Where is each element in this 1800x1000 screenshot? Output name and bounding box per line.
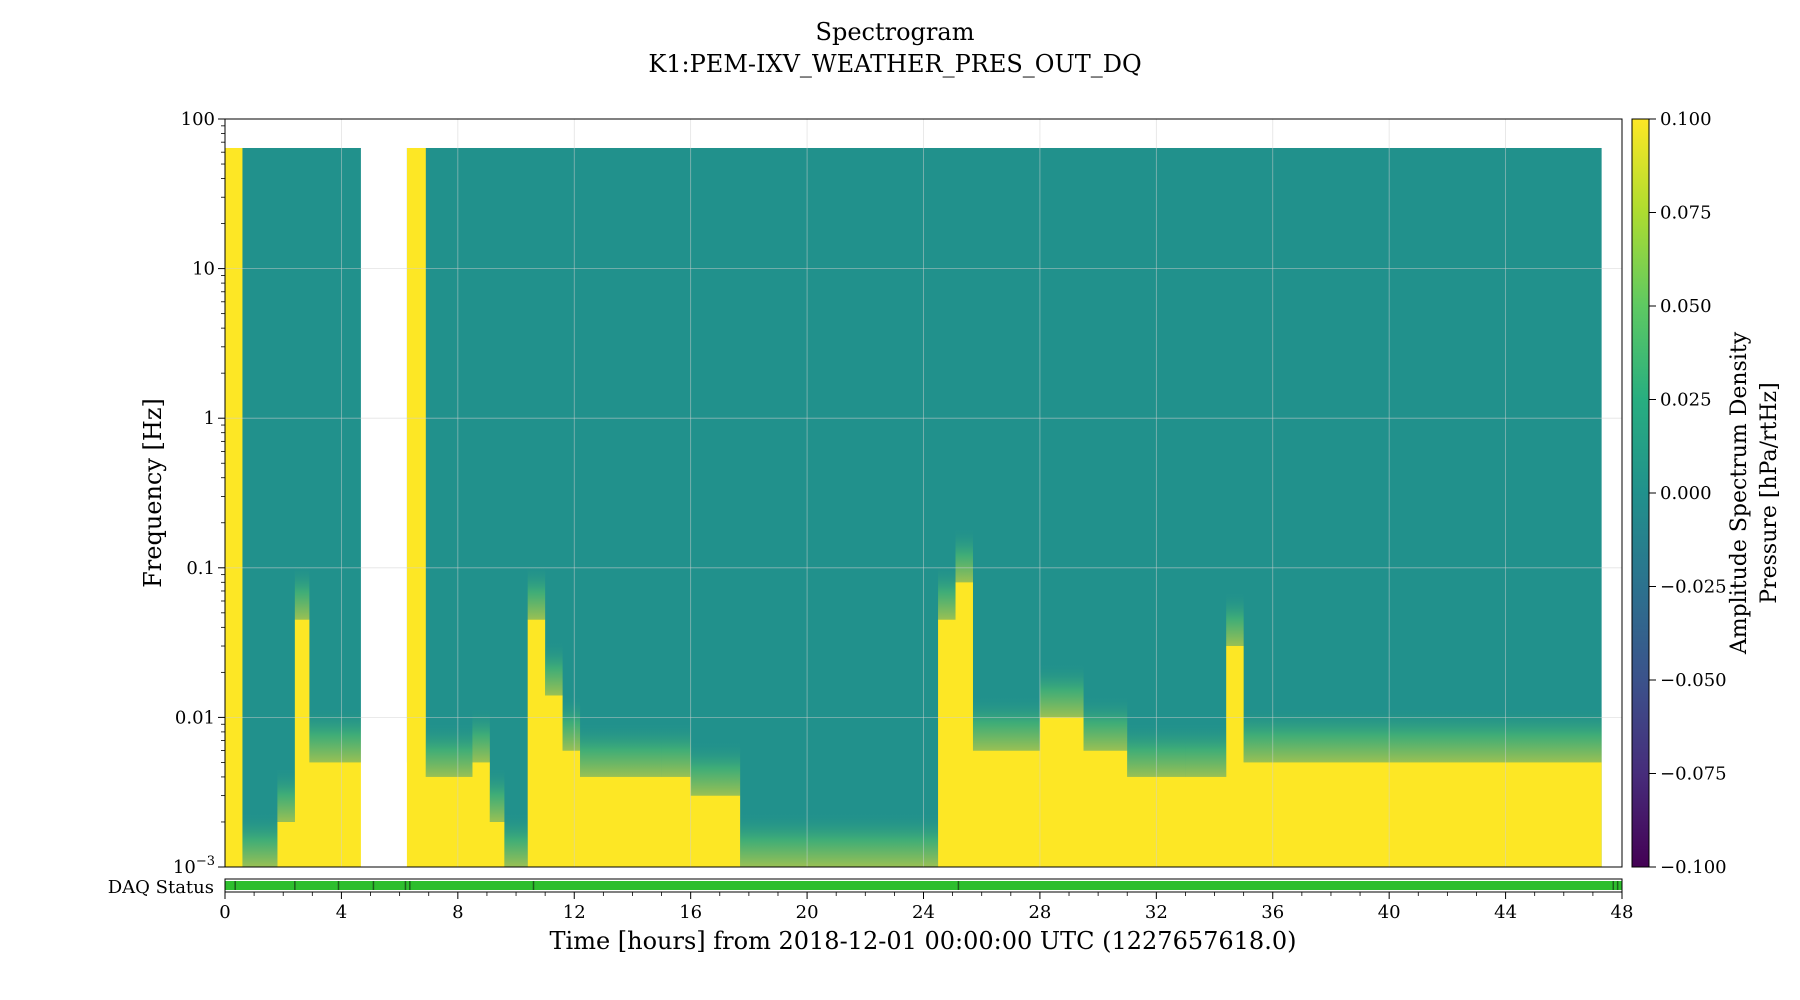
colorbar-label-line2: Pressure [hPa/rtHz] bbox=[1757, 382, 1782, 603]
y-tick-label: 1 bbox=[204, 408, 215, 429]
heatmap-transition-band bbox=[690, 740, 741, 796]
heatmap-transition-band bbox=[1039, 662, 1084, 718]
chart-title: Spectrogram bbox=[816, 18, 975, 46]
heatmap-transition-band bbox=[294, 564, 310, 620]
daq-status-bar bbox=[225, 881, 1622, 890]
x-tick-label: 4 bbox=[336, 902, 347, 923]
x-tick-label: 8 bbox=[452, 902, 463, 923]
x-tick-label: 28 bbox=[1028, 902, 1051, 923]
colorbar-tick-label: 0.025 bbox=[1660, 390, 1712, 411]
colorbar-tick-label: 0.075 bbox=[1660, 203, 1712, 224]
heatmap-transition-band bbox=[309, 707, 361, 763]
y-tick-label: 0.01 bbox=[175, 707, 215, 728]
heatmap-transition-band bbox=[545, 640, 563, 696]
x-tick-label: 16 bbox=[679, 902, 702, 923]
colorbar-ticks: −0.100 −0.075 −0.050 −0.025 0.000 0.025 0.050 0… bbox=[1649, 109, 1727, 878]
x-tick-label: 0 bbox=[219, 902, 230, 923]
heatmap-transition-band bbox=[1226, 591, 1244, 647]
y-tick-label: 0.1 bbox=[186, 558, 215, 579]
y-tick-label: 100 bbox=[181, 109, 215, 130]
x-tick-label: 44 bbox=[1494, 902, 1517, 923]
heatmap-transition-band bbox=[504, 812, 528, 867]
x-axis-label: Time [hours] from 2018-12-01 00:00:00 UT… bbox=[550, 927, 1297, 955]
heatmap-transition-band bbox=[242, 812, 278, 867]
colorbar-tick-label: −0.075 bbox=[1660, 764, 1727, 785]
colorbar bbox=[1631, 118, 1650, 868]
x-tick-label: 40 bbox=[1378, 902, 1401, 923]
heatmap-transition-band bbox=[489, 766, 505, 822]
heatmap-transition-band bbox=[955, 527, 973, 583]
y-axis-label: Frequency [Hz] bbox=[139, 398, 167, 588]
daq-status-fill bbox=[225, 881, 1622, 890]
daq-status-label: DAQ Status bbox=[108, 877, 214, 898]
heatmap-transition-band bbox=[972, 695, 1040, 751]
x-tick-label: 32 bbox=[1145, 902, 1168, 923]
y-tick-label: 10 bbox=[192, 259, 215, 280]
heatmap-transition-band bbox=[472, 707, 490, 763]
heatmap-transition-band bbox=[1185, 721, 1227, 777]
spectrogram-heatmap bbox=[225, 120, 1602, 867]
x-tick-label: 24 bbox=[912, 902, 935, 923]
plot-frame bbox=[224, 118, 1623, 868]
heatmap-transition-band bbox=[527, 564, 546, 620]
colorbar-tick-label: −0.100 bbox=[1660, 857, 1727, 878]
heatmap-transition-band bbox=[740, 812, 939, 867]
y-axis-ticks: 10−3 0.01 0.1 1 10 100 bbox=[173, 109, 225, 878]
colorbar-tick-label: −0.025 bbox=[1660, 577, 1727, 598]
colorbar-tick-label: 0.100 bbox=[1660, 109, 1712, 130]
x-tick-label: 48 bbox=[1611, 902, 1634, 923]
colorbar-tick-label: 0.000 bbox=[1660, 483, 1712, 504]
heatmap-transition-band bbox=[277, 766, 295, 822]
heatmap-transition-band bbox=[562, 695, 581, 751]
heatmap-transition-band bbox=[938, 564, 956, 620]
x-axis-ticks: 0 4 8 12 16 20 24 28 32 36 40 44 48 bbox=[219, 892, 1633, 923]
heatmap-transition-band bbox=[580, 721, 662, 777]
colorbar-tick-label: −0.050 bbox=[1660, 670, 1727, 691]
colorbar-label-line1: Amplitude Spectrum Density bbox=[1727, 331, 1752, 655]
heatmap-transition-band bbox=[1083, 695, 1128, 751]
heatmap-transition-band bbox=[425, 721, 473, 777]
x-tick-label: 12 bbox=[563, 902, 586, 923]
x-tick-label: 36 bbox=[1261, 902, 1284, 923]
y-tick-label: 10−3 bbox=[173, 854, 215, 878]
heatmap-gap bbox=[360, 120, 407, 867]
x-tick-label: 20 bbox=[796, 902, 819, 923]
heatmap-transition-band bbox=[661, 721, 691, 777]
colorbar-tick-label: 0.050 bbox=[1660, 296, 1712, 317]
heatmap-transition-band bbox=[1243, 707, 1602, 763]
chart-subtitle: K1:PEM-IXV_WEATHER_PRES_OUT_DQ bbox=[648, 50, 1141, 78]
